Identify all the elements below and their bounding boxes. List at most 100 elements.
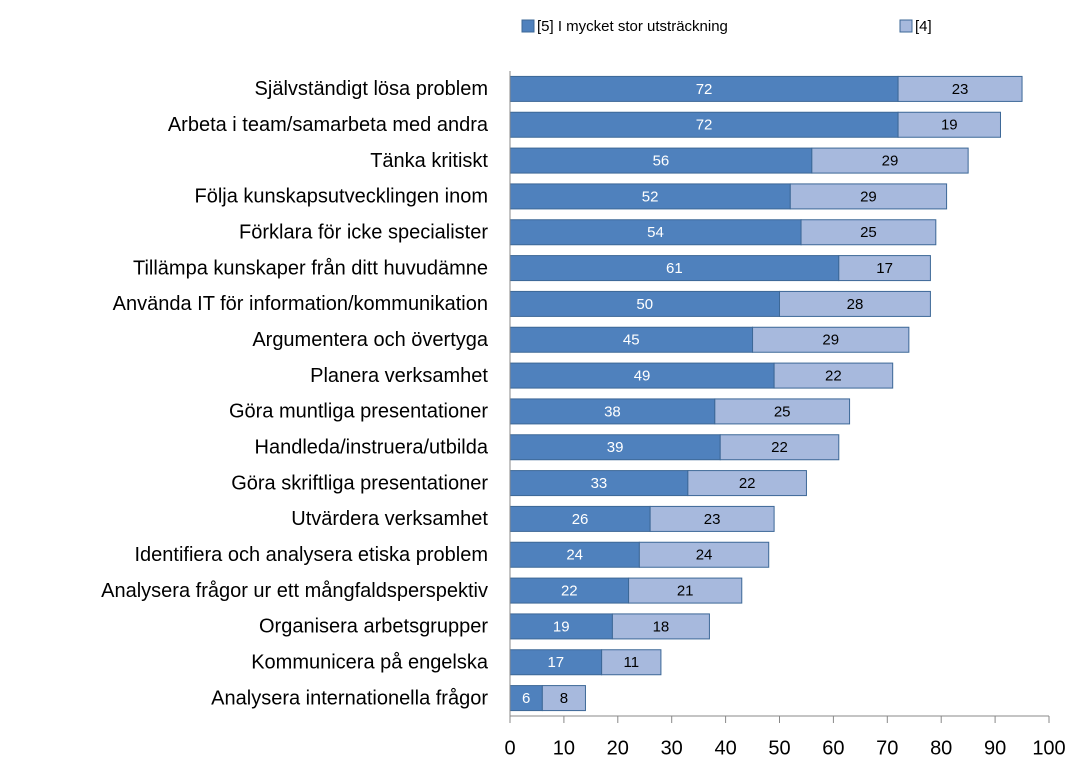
data-label: 22 — [825, 368, 842, 385]
data-label: 29 — [860, 188, 877, 205]
data-label: 29 — [882, 153, 899, 170]
category-label: Organisera arbetsgrupper — [259, 616, 488, 638]
x-tick-label: 40 — [714, 737, 736, 759]
bar-segment — [638, 541, 770, 568]
bar-segment — [541, 685, 586, 712]
data-label: 22 — [739, 475, 756, 492]
bar-segment — [509, 111, 899, 138]
category-label: Utvärdera verksamhet — [291, 508, 488, 530]
data-label: 23 — [952, 81, 969, 98]
bar-segment — [714, 398, 851, 425]
bar-segment — [601, 649, 662, 676]
bar-segment — [811, 147, 969, 174]
bar-segment — [752, 326, 910, 353]
data-label: 39 — [607, 439, 624, 456]
bar-segment — [509, 147, 813, 174]
category-label: Analysera frågor ur ett mångfaldsperspek… — [101, 580, 488, 602]
category-label: Handleda/instruera/utbilda — [255, 437, 489, 459]
bar-segment — [611, 613, 710, 640]
bar-segment — [509, 290, 780, 317]
bar-segment — [838, 255, 931, 282]
category-label: Tänka kritiskt — [370, 150, 488, 172]
bar-segment — [800, 219, 937, 246]
data-label: 25 — [774, 403, 791, 420]
bar-segment — [509, 541, 640, 568]
bar-segment — [779, 290, 931, 317]
category-label: Arbeta i team/samarbeta med andra — [168, 114, 489, 136]
bar-segment — [509, 75, 899, 102]
category-label: Förklara för icke specialister — [239, 222, 488, 244]
data-label: 6 — [522, 690, 530, 707]
bar-segment — [628, 577, 743, 604]
data-label: 22 — [561, 583, 578, 600]
bar-segment — [509, 183, 791, 210]
data-label: 24 — [696, 547, 713, 564]
x-tick-label: 90 — [984, 737, 1006, 759]
data-label: 50 — [636, 296, 653, 313]
category-label: Göra muntliga presentationer — [229, 401, 488, 423]
data-label: 72 — [696, 81, 713, 98]
data-label: 29 — [822, 332, 839, 349]
bar-segment — [509, 398, 716, 425]
data-label: 18 — [653, 618, 670, 635]
bar-segment — [687, 470, 807, 497]
legend-swatch — [521, 19, 535, 33]
legend-swatch — [899, 19, 913, 33]
bar-segment — [649, 505, 775, 532]
category-label: Tillämpa kunskaper från ditt huvudämne — [133, 257, 488, 279]
bar-segment — [509, 470, 689, 497]
data-label: 61 — [666, 260, 683, 277]
bar-segment — [719, 434, 840, 461]
x-tick-label: 50 — [768, 737, 790, 759]
data-label: 21 — [677, 583, 694, 600]
data-label: 52 — [642, 188, 659, 205]
bar-segment — [789, 183, 948, 210]
bar-segment — [509, 505, 651, 532]
category-label: Självständigt lösa problem — [255, 78, 488, 100]
category-label: Göra skriftliga presentationer — [231, 472, 488, 494]
category-label: Använda IT för information/kommunikation — [113, 293, 488, 315]
category-label: Identifiera och analysera etiska problem — [134, 544, 488, 566]
data-label: 49 — [634, 368, 651, 385]
x-tick-label: 80 — [930, 737, 952, 759]
bar-segment — [509, 613, 613, 640]
bar-segment — [897, 75, 1023, 102]
category-label: Planera verksamhet — [310, 365, 488, 387]
legend-label: [5] I mycket stor utsträckning — [537, 18, 728, 35]
data-label: 28 — [847, 296, 864, 313]
data-label: 54 — [647, 224, 664, 241]
data-label: 23 — [704, 511, 721, 528]
data-label: 25 — [860, 224, 877, 241]
data-label: 26 — [572, 511, 589, 528]
data-label: 17 — [876, 260, 893, 277]
bar-segment — [509, 685, 543, 712]
x-tick-label: 100 — [1032, 737, 1065, 759]
category-label: Kommunicera på engelska — [251, 652, 489, 674]
category-label: Följa kunskapsutvecklingen inom — [195, 186, 489, 208]
x-tick-label: 70 — [876, 737, 898, 759]
data-label: 56 — [653, 153, 670, 170]
data-label: 11 — [623, 654, 639, 671]
data-label: 38 — [604, 403, 621, 420]
legend-label: [4] — [915, 18, 932, 35]
x-tick-label: 60 — [822, 737, 844, 759]
x-tick-label: 30 — [661, 737, 683, 759]
bar-segment — [773, 362, 894, 389]
data-label: 19 — [553, 618, 570, 635]
data-label: 17 — [547, 654, 564, 671]
category-label: Analysera internationella frågor — [211, 687, 488, 709]
data-label: 8 — [560, 690, 568, 707]
x-tick-label: 10 — [553, 737, 575, 759]
data-label: 19 — [941, 117, 958, 134]
category-label: Argumentera och övertyga — [252, 329, 489, 351]
x-tick-label: 20 — [607, 737, 629, 759]
bar-segment — [509, 434, 721, 461]
bar-segment — [509, 577, 630, 604]
data-label: 22 — [771, 439, 788, 456]
bar-segment — [897, 111, 1001, 138]
data-label: 45 — [623, 332, 640, 349]
data-label: 33 — [591, 475, 608, 492]
data-label: 24 — [566, 547, 583, 564]
data-label: 72 — [696, 117, 713, 134]
